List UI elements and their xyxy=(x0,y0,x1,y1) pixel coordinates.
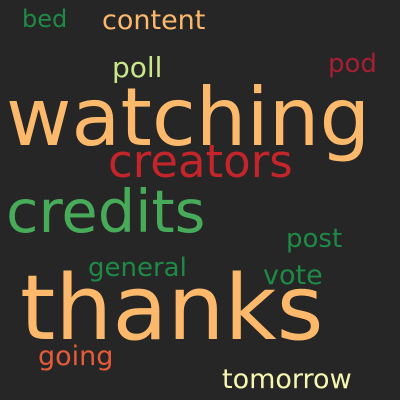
word-vote: vote xyxy=(263,260,323,291)
word-post: post xyxy=(286,224,343,254)
word-general: general xyxy=(88,253,187,283)
word-creators: creators xyxy=(108,135,293,188)
word-watching: watching xyxy=(6,71,371,164)
word-content: content xyxy=(102,5,206,36)
word-credits: credits xyxy=(6,177,206,246)
word-bed: bed xyxy=(22,5,68,33)
word-tomorrow: tomorrow xyxy=(222,364,352,395)
word-poll: poll xyxy=(112,51,163,84)
word-thanks: thanks xyxy=(20,256,324,361)
word-pod: pod xyxy=(328,49,377,79)
word-going: going xyxy=(38,341,114,372)
